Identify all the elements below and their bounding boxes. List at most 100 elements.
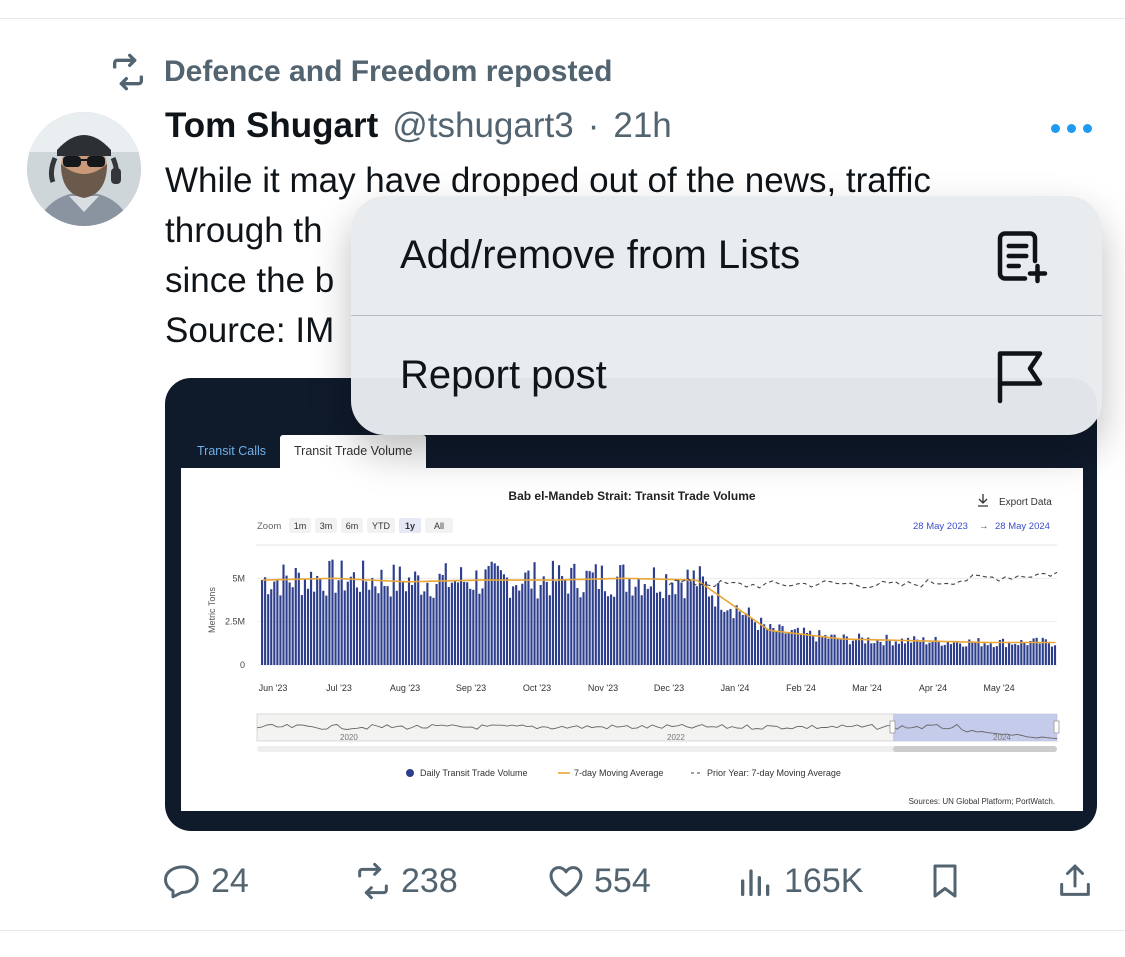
bar	[854, 639, 858, 665]
bar	[931, 641, 934, 665]
legend-item[interactable]: Prior Year: 7-day Moving Average	[707, 768, 841, 778]
avatar[interactable]	[27, 112, 141, 226]
bar	[432, 597, 435, 665]
zoom-option-button[interactable]	[399, 518, 421, 533]
date-to[interactable]: 28 May 2024	[995, 521, 1050, 532]
bar	[885, 634, 888, 665]
bookmark-button[interactable]	[925, 858, 965, 904]
export-data-button[interactable]: Export Data	[978, 494, 1052, 508]
navigator-line	[256, 723, 1058, 739]
share-button[interactable]	[1055, 858, 1095, 904]
post-time[interactable]: 21h	[613, 106, 672, 145]
like-button[interactable]: 554	[546, 858, 651, 904]
x-tick-label: Mar '24	[852, 683, 882, 693]
reply-count: 24	[211, 861, 249, 900]
bar	[732, 618, 735, 665]
zoom-option-button[interactable]	[425, 518, 453, 533]
bar	[861, 637, 864, 665]
bar	[490, 561, 493, 665]
author-handle[interactable]: @tshugart3	[392, 106, 574, 145]
bar	[297, 572, 300, 665]
tab-transit-trade-volume[interactable]: Transit Trade Volume	[280, 435, 427, 468]
bar	[940, 645, 943, 665]
bar	[441, 574, 444, 665]
bar	[515, 585, 518, 665]
views-button[interactable]: 165K	[736, 858, 863, 904]
bar	[417, 575, 420, 665]
post-media[interactable]: Transit Calls Transit Trade Volume Bab e…	[165, 378, 1097, 831]
post-text-line: since the b	[165, 261, 335, 300]
zoom-option-label: 1y	[405, 521, 415, 531]
bar	[674, 594, 677, 665]
navigator-scrollbar[interactable]	[257, 746, 1057, 752]
more-dot-icon	[1082, 123, 1092, 133]
bar	[594, 564, 597, 665]
bar	[962, 646, 965, 665]
chart-tabs: Transit Calls Transit Trade Volume	[183, 435, 427, 468]
bar	[1020, 640, 1023, 665]
navigator-label: 2024	[993, 733, 1011, 742]
x-tick-label: May '24	[983, 683, 1014, 693]
chart: Bab el-Mandeb Strait: Transit Trade Volu…	[207, 489, 1060, 806]
repost-indicator[interactable]: Defence and Freedom reposted	[108, 52, 612, 92]
repost-button[interactable]: 238	[353, 858, 458, 904]
bar	[334, 592, 337, 665]
bar	[508, 597, 512, 665]
bar	[726, 610, 729, 665]
more-options-button[interactable]	[1046, 118, 1096, 138]
legend-item[interactable]: 7-day Moving Average	[574, 768, 663, 778]
bar	[680, 582, 683, 665]
bar	[677, 580, 680, 665]
bar	[622, 564, 625, 665]
menu-item-report-post[interactable]: Report post	[351, 316, 1102, 435]
separator-dot: ·	[587, 106, 600, 145]
navigator-scrollbar-thumb[interactable]	[893, 746, 1057, 752]
bar	[695, 586, 698, 665]
bar	[882, 645, 885, 665]
bar	[805, 632, 809, 665]
bar	[395, 590, 398, 665]
bar	[974, 641, 977, 665]
bar	[542, 576, 545, 665]
post-text: While it may have dropped out of the new…	[165, 156, 1065, 356]
zoom-option-button[interactable]	[315, 518, 337, 533]
bar	[689, 581, 692, 665]
bar	[659, 591, 662, 665]
tab-transit-calls[interactable]: Transit Calls	[197, 444, 266, 458]
bar	[980, 646, 983, 665]
zoom-option-button[interactable]	[289, 518, 311, 533]
navigator-handle-right[interactable]	[1053, 720, 1060, 734]
y-tick-label: 0	[240, 660, 245, 670]
bar	[453, 580, 457, 665]
zoom-option-button[interactable]	[341, 518, 363, 533]
bar	[848, 644, 851, 665]
menu-item-add-remove-lists[interactable]: Add/remove from Lists	[351, 196, 1102, 315]
bar	[637, 578, 640, 665]
menu-separator	[351, 315, 1102, 316]
bar	[328, 560, 331, 665]
range-navigator[interactable]: 2020 2022 2024	[256, 713, 1060, 752]
bar	[261, 580, 264, 665]
date-from[interactable]: 28 May 2023	[913, 521, 968, 532]
bar	[894, 641, 897, 665]
bar	[355, 587, 359, 665]
bar	[903, 643, 907, 665]
menu-item-label: Add/remove from Lists	[400, 233, 801, 277]
bar	[919, 641, 922, 665]
bar	[879, 641, 882, 665]
bar	[548, 595, 551, 665]
navigator-handle-left[interactable]	[889, 720, 896, 734]
bar	[521, 583, 524, 665]
bar	[450, 582, 453, 665]
bar	[686, 569, 689, 665]
bar	[799, 633, 802, 665]
bar	[1044, 639, 1047, 665]
like-count: 554	[594, 861, 651, 900]
bar	[864, 643, 867, 665]
legend-item[interactable]: Daily Transit Trade Volume	[420, 768, 528, 778]
bar	[539, 585, 542, 665]
zoom-option-button[interactable]	[367, 518, 395, 533]
author-name[interactable]: Tom Shugart	[165, 106, 379, 145]
reply-button[interactable]: 24	[163, 858, 249, 904]
bar	[349, 576, 352, 665]
